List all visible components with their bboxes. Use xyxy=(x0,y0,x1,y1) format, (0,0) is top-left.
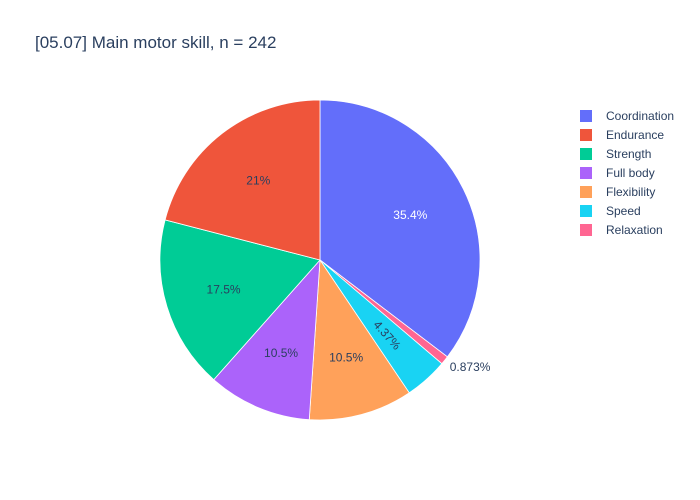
legend-label: Speed xyxy=(606,203,641,218)
legend-swatch xyxy=(580,109,592,122)
slice-label-strength: 17.5% xyxy=(207,282,241,296)
legend-item-full-body[interactable]: Full body xyxy=(580,163,674,182)
legend-swatch xyxy=(580,223,592,236)
pie-slice-endurance xyxy=(164,99,321,261)
legend-swatch xyxy=(580,185,592,198)
pie-slice-strength xyxy=(159,219,321,381)
legend-label: Relaxation xyxy=(606,222,663,237)
pie-slice-full-body xyxy=(213,258,321,421)
slice-label-relaxation: 0.873% xyxy=(450,360,491,374)
legend-item-speed[interactable]: Speed xyxy=(580,201,674,220)
legend-label: Coordination xyxy=(606,108,675,123)
legend-label: Endurance xyxy=(606,127,665,142)
slice-label-full-body: 10.5% xyxy=(264,346,298,360)
slice-label-coordination: 35.4% xyxy=(393,208,427,222)
pie-slice-coordination xyxy=(319,99,481,358)
legend-item-strength[interactable]: Strength xyxy=(580,144,674,163)
legend-item-flexibility[interactable]: Flexibility xyxy=(580,182,674,201)
chart-title: [05.07] Main motor skill, n = 242 xyxy=(35,33,277,52)
slice-label-flexibility: 10.5% xyxy=(329,350,363,364)
legend-item-relaxation[interactable]: Relaxation xyxy=(580,220,674,239)
legend-swatch xyxy=(580,204,592,217)
legend-label: Flexibility xyxy=(606,184,656,199)
legend: Coordination Endurance Strength Full body Fl… xyxy=(580,106,674,239)
legend-swatch xyxy=(580,128,592,141)
legend-label: Strength xyxy=(606,146,652,161)
legend-swatch xyxy=(580,147,592,160)
legend-swatch xyxy=(580,166,592,179)
pie-slice-flexibility xyxy=(308,258,410,421)
legend-label: Full body xyxy=(606,165,655,180)
legend-item-coordination[interactable]: Coordination xyxy=(580,106,674,125)
legend-item-endurance[interactable]: Endurance xyxy=(580,125,674,144)
slice-label-endurance: 21% xyxy=(246,173,270,187)
